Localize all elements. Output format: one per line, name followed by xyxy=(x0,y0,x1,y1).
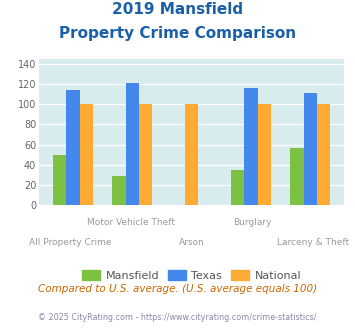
Bar xyxy=(126,83,139,205)
Text: © 2025 CityRating.com - https://www.cityrating.com/crime-statistics/: © 2025 CityRating.com - https://www.city… xyxy=(38,314,317,322)
Text: All Property Crime: All Property Crime xyxy=(29,238,111,247)
Bar xyxy=(231,170,244,205)
Text: Burglary: Burglary xyxy=(233,218,272,227)
Bar xyxy=(317,105,331,205)
Text: Compared to U.S. average. (U.S. average equals 100): Compared to U.S. average. (U.S. average … xyxy=(38,284,317,294)
Bar xyxy=(304,93,317,205)
Text: Larceny & Theft: Larceny & Theft xyxy=(277,238,349,247)
Bar xyxy=(185,105,198,205)
Text: 2019 Mansfield: 2019 Mansfield xyxy=(112,2,243,16)
Bar xyxy=(258,105,271,205)
Bar xyxy=(244,88,258,205)
Bar xyxy=(80,105,93,205)
Legend: Mansfield, Texas, National: Mansfield, Texas, National xyxy=(78,265,306,285)
Bar xyxy=(53,154,66,205)
Bar xyxy=(66,90,80,205)
Text: Arson: Arson xyxy=(179,238,204,247)
Text: Motor Vehicle Theft: Motor Vehicle Theft xyxy=(87,218,175,227)
Bar xyxy=(112,176,126,205)
Bar xyxy=(290,148,304,205)
Bar xyxy=(139,105,152,205)
Text: Property Crime Comparison: Property Crime Comparison xyxy=(59,26,296,41)
